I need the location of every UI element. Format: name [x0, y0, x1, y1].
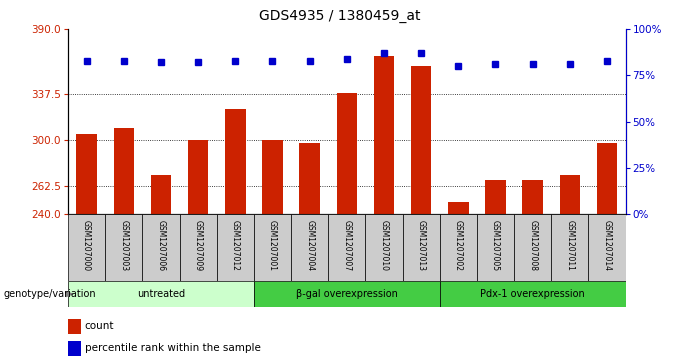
Text: GDS4935 / 1380459_at: GDS4935 / 1380459_at: [259, 9, 421, 23]
Bar: [522, 180, 543, 214]
Bar: [374, 56, 394, 214]
Bar: [597, 143, 617, 214]
Text: GSM1207004: GSM1207004: [305, 220, 314, 271]
Bar: [68, 340, 82, 356]
Bar: [188, 140, 208, 214]
Text: β-gal overexpression: β-gal overexpression: [296, 289, 398, 299]
Bar: [337, 93, 357, 214]
Bar: [254, 214, 291, 281]
Bar: [142, 214, 180, 281]
Bar: [560, 175, 580, 214]
Text: GSM1207009: GSM1207009: [194, 220, 203, 271]
Text: percentile rank within the sample: percentile rank within the sample: [85, 343, 260, 353]
Bar: [217, 214, 254, 281]
Text: count: count: [85, 321, 114, 331]
Text: GSM1207000: GSM1207000: [82, 220, 91, 271]
Bar: [551, 214, 588, 281]
Bar: [151, 175, 171, 214]
Text: GSM1207014: GSM1207014: [602, 220, 611, 270]
Text: GSM1207008: GSM1207008: [528, 220, 537, 270]
Text: GSM1207005: GSM1207005: [491, 220, 500, 271]
Text: untreated: untreated: [137, 289, 185, 299]
Bar: [411, 66, 431, 214]
Bar: [291, 214, 328, 281]
Bar: [68, 281, 254, 307]
Bar: [448, 202, 469, 214]
Bar: [299, 143, 320, 214]
Text: GSM1207013: GSM1207013: [417, 220, 426, 270]
Bar: [225, 109, 245, 214]
Bar: [68, 214, 105, 281]
Bar: [180, 214, 217, 281]
Bar: [486, 180, 506, 214]
Bar: [105, 214, 142, 281]
Text: GSM1207002: GSM1207002: [454, 220, 463, 270]
Bar: [365, 214, 403, 281]
Bar: [588, 214, 626, 281]
Text: GSM1207003: GSM1207003: [119, 220, 129, 271]
Text: GSM1207010: GSM1207010: [379, 220, 388, 270]
Text: genotype/variation: genotype/variation: [3, 289, 96, 299]
Bar: [262, 140, 283, 214]
Bar: [403, 214, 440, 281]
Text: GSM1207001: GSM1207001: [268, 220, 277, 270]
Bar: [440, 214, 477, 281]
Bar: [440, 281, 626, 307]
Text: GSM1207012: GSM1207012: [231, 220, 240, 270]
Text: Pdx-1 overexpression: Pdx-1 overexpression: [480, 289, 585, 299]
Text: GSM1207007: GSM1207007: [342, 220, 352, 271]
Bar: [477, 214, 514, 281]
Text: GSM1207006: GSM1207006: [156, 220, 165, 271]
Polygon shape: [66, 291, 74, 297]
Bar: [514, 214, 551, 281]
Bar: [328, 214, 365, 281]
Text: GSM1207011: GSM1207011: [565, 220, 575, 270]
Bar: [68, 319, 82, 334]
Bar: [114, 128, 134, 214]
Bar: [254, 281, 440, 307]
Bar: [76, 134, 97, 214]
